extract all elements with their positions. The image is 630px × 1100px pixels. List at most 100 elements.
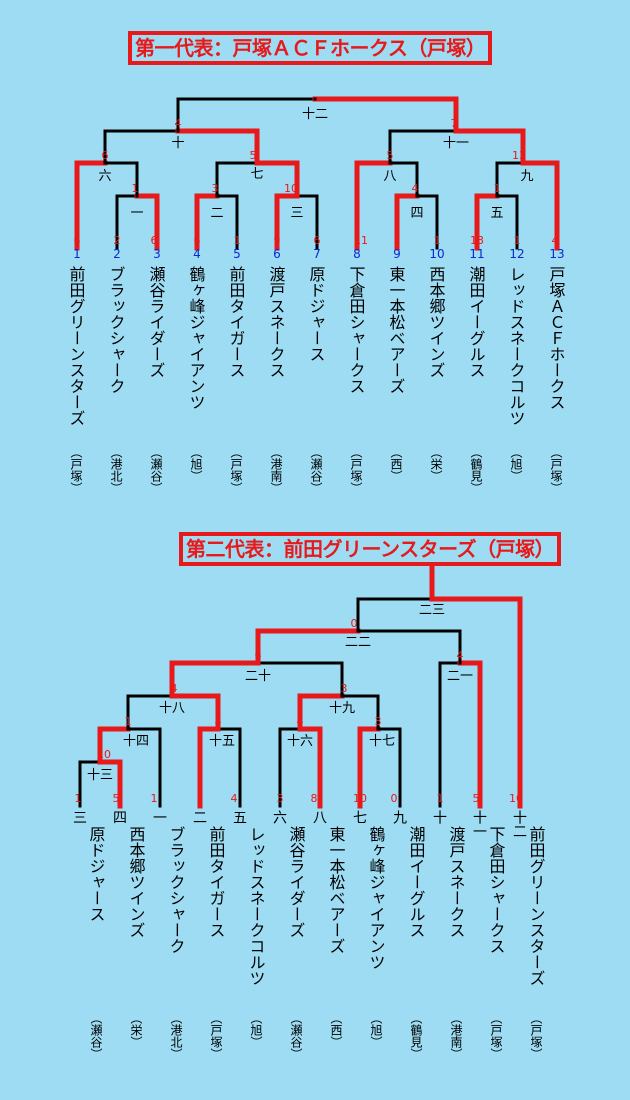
score-label: 4 <box>231 792 238 805</box>
score-label: 8 <box>215 715 222 728</box>
team-area: （西） <box>329 1012 343 1048</box>
score-label: 10 <box>284 182 298 195</box>
game-number-label: 十四 <box>123 734 149 749</box>
team-area: （戸塚） <box>489 1012 503 1060</box>
game-number-label: 八 <box>383 169 396 184</box>
seed-number: 3 <box>153 247 161 261</box>
game-number-label: 二十 <box>245 669 271 684</box>
bracket1-title: 第一代表：戸塚ＡＣＦホークス（戸塚） <box>127 31 493 65</box>
score-label: 4 <box>552 234 559 247</box>
score-label: 11 <box>354 234 368 247</box>
seed-number: 13 <box>549 247 564 261</box>
score-label: 0 <box>351 617 358 630</box>
score-label: 1 <box>234 234 241 247</box>
game-number-label: 十六 <box>287 734 313 749</box>
team-name: 西本郷ツインズ <box>427 266 446 378</box>
score-label: 3 <box>394 234 401 247</box>
seed-number: 1 <box>73 247 81 261</box>
team-area: （戸塚） <box>69 446 83 494</box>
bracket2-title: 第二代表：前田グリーンスターズ（戸塚） <box>178 532 562 566</box>
team-area: （戸塚） <box>229 446 243 494</box>
score-label: 5 <box>387 149 394 162</box>
game-number-label: 十九 <box>329 701 355 716</box>
team-name: 下倉田シャークス <box>487 826 506 954</box>
team-area: （戸塚） <box>529 1012 543 1060</box>
team-area: （港北） <box>169 1012 183 1060</box>
team-area: （港南） <box>449 1012 463 1060</box>
score-label: 4 <box>297 715 304 728</box>
score-label: 6 <box>255 649 262 662</box>
team-name: 瀬谷ライダーズ <box>287 826 306 938</box>
team-name: 原ドジャース <box>87 826 106 922</box>
score-label: 5 <box>473 792 480 805</box>
leaf-game-label: 七 <box>351 810 367 824</box>
team-name: ブラックシャーク <box>107 266 126 394</box>
seed-number: 11 <box>469 247 484 261</box>
team-area: （戸塚） <box>209 1012 223 1060</box>
team-area: （瀬谷） <box>289 1012 303 1060</box>
team-name: 戸塚ＡＣＦホークス <box>547 266 566 410</box>
team-area: （港北） <box>109 446 123 494</box>
team-area: （港南） <box>269 446 283 494</box>
score-label: 13 <box>512 149 526 162</box>
team-area: （鶴見） <box>469 446 483 494</box>
score-label: 1 <box>437 792 444 805</box>
score-label: 9 <box>274 234 281 247</box>
score-label: 6 <box>102 149 109 162</box>
seed-number: 8 <box>353 247 361 261</box>
team-name: 鶴ヶ峰ジャイアンツ <box>187 266 206 410</box>
game-number-label: 十二 <box>302 107 328 122</box>
team-name: レッドスネークコルツ <box>247 826 266 986</box>
team-name: 前田タイガース <box>227 266 246 378</box>
score-label: 1 <box>434 234 441 247</box>
team-name: 原ドジャース <box>307 266 326 362</box>
team-area: （戸塚） <box>349 446 363 494</box>
leaf-game-label: 一 <box>151 810 167 824</box>
seed-number: 9 <box>393 247 401 261</box>
game-number-label: 二 <box>210 206 223 221</box>
leaf-game-label: 十 <box>431 810 447 824</box>
score-label: 4 <box>412 182 419 195</box>
team-name: レッドスネークコルツ <box>507 266 526 426</box>
score-label: 10 <box>509 792 523 805</box>
team-name: 東一本松ベアーズ <box>327 826 346 954</box>
score-label: 1 <box>132 182 139 195</box>
team-name: 瀬谷ライダーズ <box>147 266 166 378</box>
team-name: 潮田イーグルス <box>467 266 486 378</box>
score-label: 1 <box>514 234 521 247</box>
seed-number: 7 <box>313 247 321 261</box>
score-label: 5 <box>113 792 120 805</box>
seed-number: 6 <box>273 247 281 261</box>
team-name: 前田グリーンスターズ <box>67 266 86 426</box>
game-number-label: 二一 <box>447 669 473 684</box>
game-number-label: 七 <box>250 167 263 182</box>
team-name: 下倉田シャークス <box>347 266 366 394</box>
game-number-label: 十三 <box>87 768 113 783</box>
score-label: 2 <box>114 234 121 247</box>
score-label: 10 <box>353 792 367 805</box>
score-label: 1 <box>151 792 158 805</box>
game-number-label: 十五 <box>209 734 235 749</box>
score-label: 3 <box>341 682 348 695</box>
leaf-game-label: 八 <box>311 810 327 824</box>
seed-number: 4 <box>193 247 201 261</box>
score-label: 10 <box>97 748 111 761</box>
game-number-label: 十七 <box>369 734 395 749</box>
seed-number: 5 <box>233 247 241 261</box>
leaf-game-label: 三 <box>71 810 87 824</box>
team-area: （旭） <box>249 1012 263 1048</box>
team-area: （瀬谷） <box>89 1012 103 1060</box>
score-label: 5 <box>197 792 204 805</box>
team-name: 西本郷ツインズ <box>127 826 146 938</box>
team-name: 東一本松ベアーズ <box>387 266 406 394</box>
score-label: 5 <box>250 149 257 162</box>
game-number-label: 二三 <box>419 603 445 618</box>
leaf-game-label: 四 <box>111 810 127 824</box>
score-label: 8 <box>311 792 318 805</box>
team-name: 潮田イーグルス <box>407 826 426 938</box>
team-name: 前田タイガース <box>207 826 226 938</box>
team-area: （戸塚） <box>549 446 563 494</box>
score-label: 13 <box>470 234 484 247</box>
team-area: （瀬谷） <box>309 446 323 494</box>
